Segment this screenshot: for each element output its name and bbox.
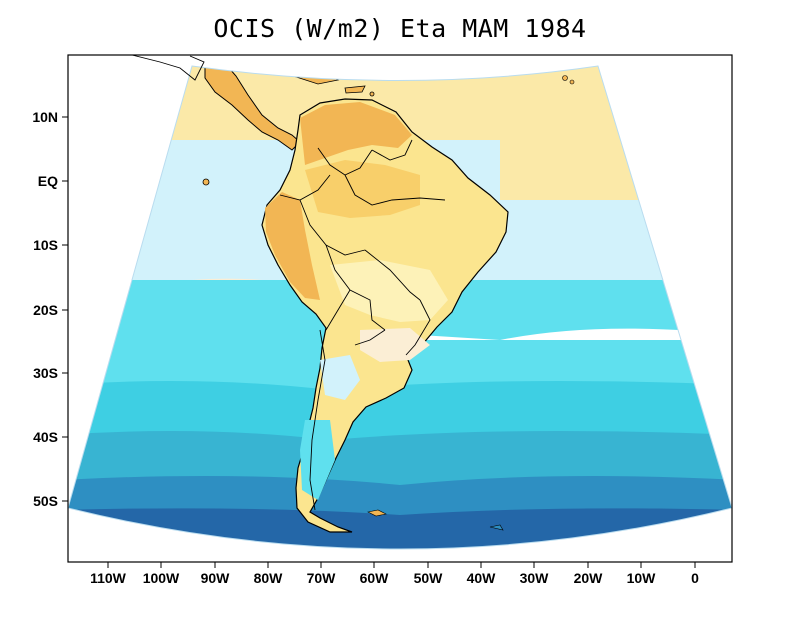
lon-label-90w: 90W [201,570,231,586]
map-frame [67,54,733,563]
lon-label-80w: 80W [254,570,284,586]
model-domain [68,66,732,549]
lat-label-20s: 20S [33,302,58,318]
longitude-axis: 110W 100W 90W 80W 70W 60W 50W 40W 30W 20… [90,562,699,586]
land-zone-north [300,102,412,165]
country-borders [279,139,446,511]
lon-label-10w: 10W [627,570,657,586]
domain-edge [68,65,732,550]
latitude-axis: 10N EQ 10S 20S 30S 40S 50S [32,109,68,509]
land-zone-andes [265,192,320,300]
map-title: OCIS (W/m2) Eta MAM 1984 [213,14,587,43]
ocean-band-teal [68,431,732,485]
north-america-coast [131,55,205,81]
lat-label-10n: 10N [32,109,58,125]
lon-label-20w: 20W [574,570,604,586]
africa-borders [629,66,731,139]
lon-label-50w: 50W [414,570,444,586]
lon-label-60w: 60W [360,570,390,586]
land-zone-pampas [360,328,430,362]
lon-label-0: 0 [691,570,699,586]
lon-label-30w: 30W [520,570,550,586]
lon-label-40w: 40W [467,570,497,586]
lat-label-50s: 50S [33,493,58,509]
land-zone-south [330,260,448,322]
south-georgia [489,524,504,531]
land-zone-amazon [305,160,420,218]
lat-label-30s: 30S [33,365,58,381]
land-zone-cool [320,355,360,400]
land-zone-patagonia [300,420,335,500]
ocean-band-deep [68,508,732,549]
ocean-band-mid [68,381,732,440]
lat-label-eq: EQ [38,173,58,189]
lon-label-70w: 70W [307,570,337,586]
falkland-islands [367,509,387,517]
lat-label-40s: 40S [33,429,58,445]
lat-label-10s: 10S [33,237,58,253]
lon-label-100w: 100W [143,570,180,586]
lon-label-110w: 110W [90,570,127,586]
cape-verde [562,75,575,85]
